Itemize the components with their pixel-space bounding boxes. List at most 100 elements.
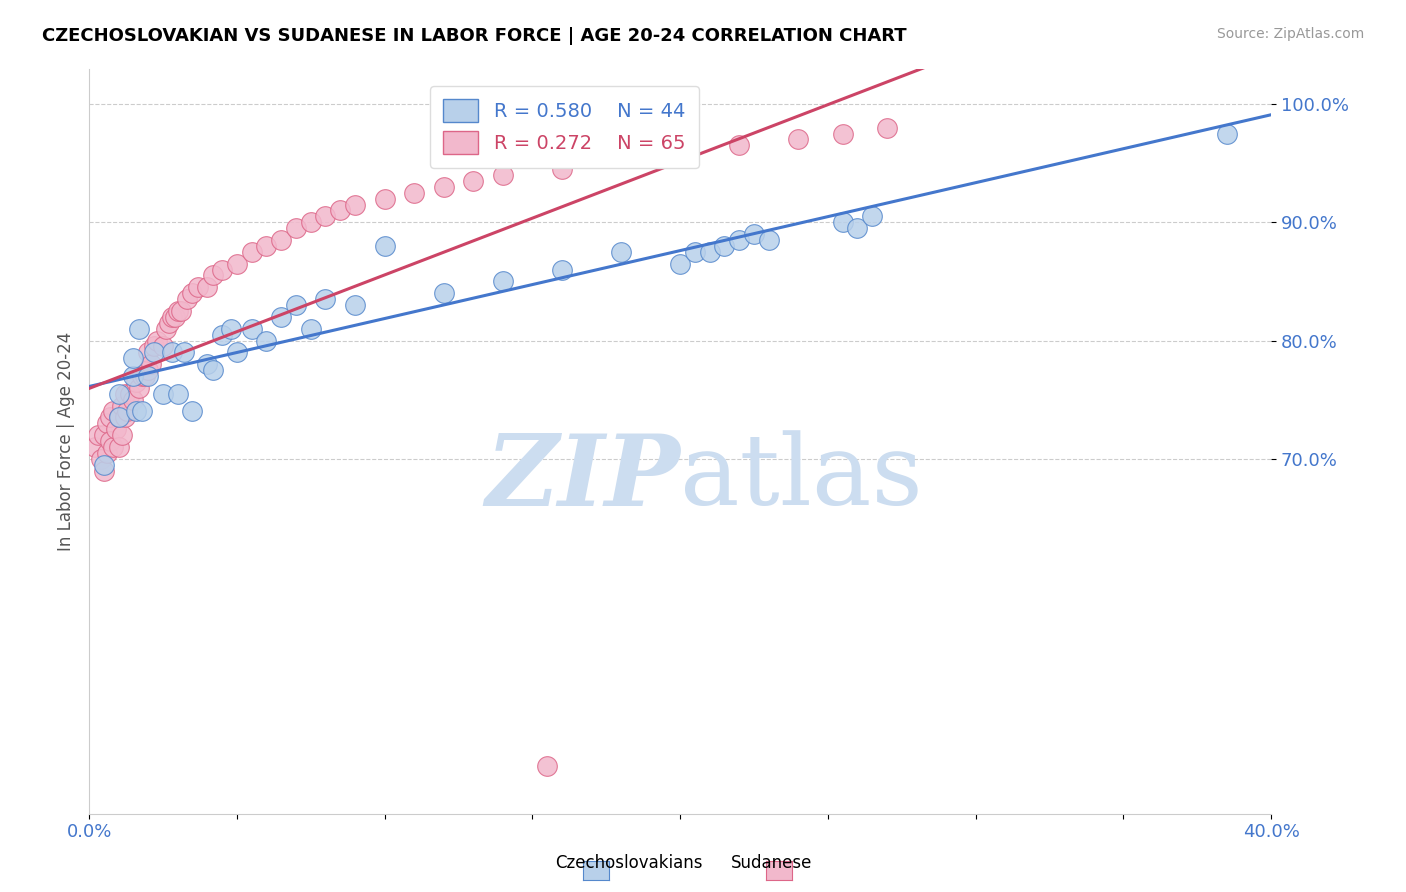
Text: CZECHOSLOVAKIAN VS SUDANESE IN LABOR FORCE | AGE 20-24 CORRELATION CHART: CZECHOSLOVAKIAN VS SUDANESE IN LABOR FOR… (42, 27, 907, 45)
Point (107, 386, 129, 401)
Point (146, 334, 169, 348)
Point (284, 221, 307, 235)
Point (101, 404, 124, 418)
Point (195, 357, 218, 371)
Point (110, 428, 132, 442)
Point (128, 381, 150, 395)
Point (211, 327, 233, 342)
Point (122, 369, 145, 384)
Point (136, 369, 159, 384)
Point (114, 386, 136, 401)
Point (96, 446, 118, 460)
Point (683, 244, 706, 259)
Point (139, 357, 162, 371)
Point (876, 120, 898, 135)
Text: Czechoslovakians: Czechoslovakians (555, 855, 703, 872)
Point (270, 310, 292, 324)
Point (93, 428, 115, 442)
Point (299, 322, 322, 336)
Point (117, 404, 139, 418)
Point (536, 759, 558, 773)
Point (669, 257, 692, 271)
Point (314, 292, 336, 306)
Point (125, 404, 148, 418)
Point (551, 262, 574, 277)
Point (742, 227, 765, 241)
Point (107, 410, 129, 425)
Point (155, 322, 177, 336)
Point (93, 458, 115, 472)
Text: atlas: atlas (681, 431, 922, 526)
Point (329, 203, 352, 218)
Point (122, 392, 145, 407)
Point (240, 244, 263, 259)
Point (314, 210, 336, 224)
Point (492, 168, 515, 182)
Point (96, 417, 118, 431)
Point (176, 292, 198, 306)
Point (107, 440, 129, 454)
Point (134, 369, 156, 384)
Point (344, 197, 367, 211)
Point (610, 244, 633, 259)
Point (131, 404, 153, 418)
Point (187, 280, 209, 294)
Point (136, 345, 159, 359)
Point (181, 286, 204, 301)
Point (433, 286, 456, 301)
Point (160, 310, 183, 324)
Point (219, 322, 242, 336)
Point (202, 268, 225, 283)
Point (831, 127, 853, 141)
Point (202, 363, 225, 377)
Point (787, 132, 810, 146)
Point (299, 215, 322, 229)
Point (758, 233, 780, 247)
Text: ZIP: ZIP (485, 430, 681, 526)
Point (143, 339, 166, 353)
Point (270, 233, 292, 247)
Point (104, 422, 127, 436)
Point (136, 363, 159, 377)
Point (120, 386, 142, 401)
Point (699, 244, 721, 259)
Point (152, 386, 174, 401)
Point (128, 322, 150, 336)
Point (90, 451, 112, 466)
Point (254, 334, 277, 348)
Point (181, 404, 204, 418)
Point (93, 464, 115, 478)
Point (860, 210, 883, 224)
Point (846, 221, 869, 235)
Point (98, 434, 121, 448)
Point (492, 274, 515, 288)
Point (463, 174, 485, 188)
Point (284, 298, 307, 312)
Point (166, 386, 188, 401)
Point (131, 369, 153, 384)
Point (225, 257, 247, 271)
Point (1216, 127, 1239, 141)
Point (166, 304, 188, 318)
Point (240, 322, 263, 336)
Point (122, 351, 145, 366)
Point (173, 345, 195, 359)
Point (160, 345, 183, 359)
Point (110, 399, 132, 413)
Text: Source: ZipAtlas.com: Source: ZipAtlas.com (1216, 27, 1364, 41)
Point (433, 179, 456, 194)
Point (254, 239, 277, 253)
Legend: R = 0.580    N = 44, R = 0.272    N = 65: R = 0.580 N = 44, R = 0.272 N = 65 (430, 86, 699, 168)
Point (211, 262, 233, 277)
Point (374, 192, 396, 206)
Point (669, 145, 692, 159)
Point (225, 345, 247, 359)
Point (84, 440, 107, 454)
Point (728, 138, 751, 153)
Y-axis label: In Labor Force | Age 20-24: In Labor Force | Age 20-24 (58, 332, 75, 550)
Point (143, 345, 166, 359)
Point (610, 150, 633, 164)
Point (87, 428, 110, 442)
Point (157, 316, 180, 330)
Point (831, 215, 853, 229)
